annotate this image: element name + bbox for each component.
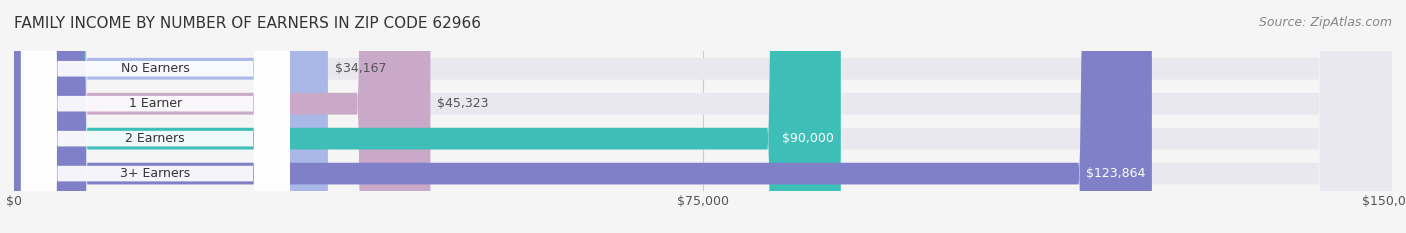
Text: 2 Earners: 2 Earners [125, 132, 186, 145]
Text: $34,167: $34,167 [335, 62, 387, 75]
FancyBboxPatch shape [21, 0, 290, 233]
FancyBboxPatch shape [14, 0, 1152, 233]
FancyBboxPatch shape [14, 0, 1392, 233]
FancyBboxPatch shape [21, 0, 290, 233]
Text: 1 Earner: 1 Earner [129, 97, 181, 110]
Text: No Earners: No Earners [121, 62, 190, 75]
FancyBboxPatch shape [14, 0, 1392, 233]
FancyBboxPatch shape [14, 0, 841, 233]
Text: 3+ Earners: 3+ Earners [120, 167, 190, 180]
FancyBboxPatch shape [14, 0, 430, 233]
FancyBboxPatch shape [21, 0, 290, 233]
Text: $90,000: $90,000 [782, 132, 834, 145]
Text: FAMILY INCOME BY NUMBER OF EARNERS IN ZIP CODE 62966: FAMILY INCOME BY NUMBER OF EARNERS IN ZI… [14, 16, 481, 31]
Text: $123,864: $123,864 [1085, 167, 1144, 180]
FancyBboxPatch shape [14, 0, 1392, 233]
FancyBboxPatch shape [14, 0, 328, 233]
Text: Source: ZipAtlas.com: Source: ZipAtlas.com [1258, 16, 1392, 29]
FancyBboxPatch shape [14, 0, 1392, 233]
Text: $45,323: $45,323 [437, 97, 489, 110]
FancyBboxPatch shape [21, 0, 290, 233]
